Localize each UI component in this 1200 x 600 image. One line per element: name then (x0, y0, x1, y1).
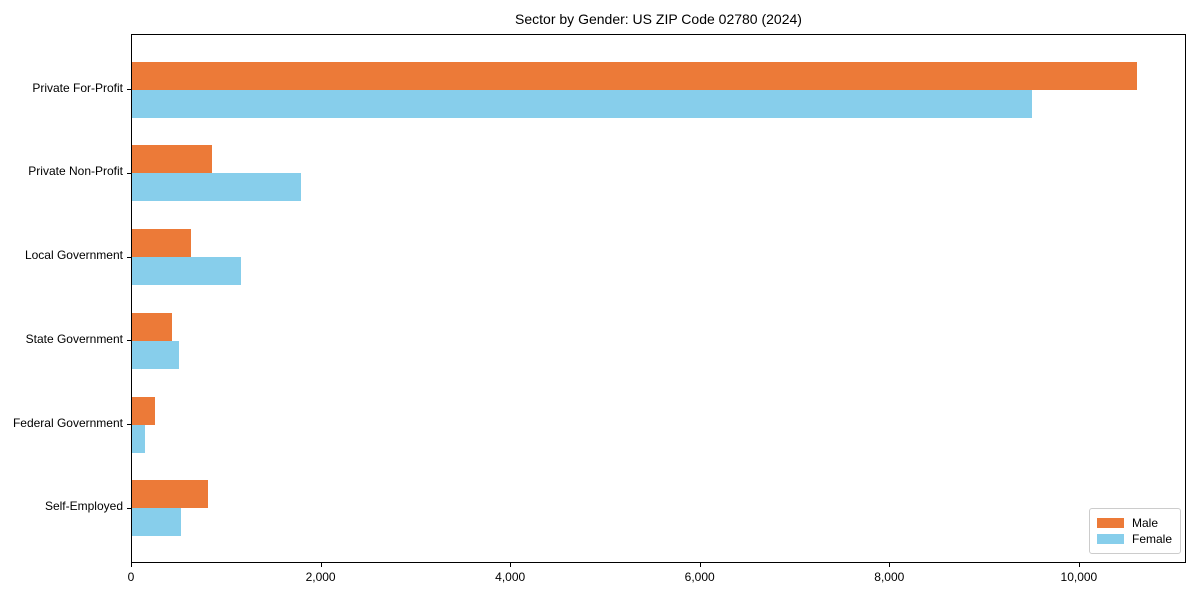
legend-label: Female (1132, 532, 1173, 546)
x-tick-label: 6,000 (684, 570, 715, 584)
x-tick-mark (510, 563, 512, 567)
y-tick-label: Private For-Profit (32, 80, 123, 95)
y-tick-label: Private Non-Profit (28, 164, 123, 179)
legend-label: Male (1132, 516, 1159, 530)
x-tick-mark (320, 563, 322, 567)
legend-entry-male: Male (1097, 515, 1173, 531)
chart-title: Sector by Gender: US ZIP Code 02780 (202… (515, 11, 802, 27)
bar-male-local-government (132, 229, 191, 258)
y-tick-mark (127, 507, 132, 509)
y-tick-mark (127, 172, 132, 174)
y-tick-label: Federal Government (12, 415, 123, 430)
x-tick-label: 0 (127, 570, 135, 584)
y-tick-label: State Government (25, 331, 123, 346)
x-tick-mark (699, 563, 701, 567)
legend: Male Female (1089, 508, 1181, 554)
bar-female-self-employed (132, 508, 182, 537)
bar-male-federal-government (132, 396, 155, 425)
bar-male-state-government (132, 312, 173, 341)
bar-male-private-non-profit (132, 145, 213, 174)
y-tick-mark (127, 424, 132, 426)
x-tick-label: 2,000 (305, 570, 336, 584)
y-tick-mark (127, 340, 132, 342)
bar-female-federal-government (132, 424, 146, 453)
x-tick-mark (889, 563, 891, 567)
y-tick-label: Local Government (24, 248, 123, 263)
bar-female-private-for-profit (132, 89, 1032, 118)
bar-female-state-government (132, 340, 179, 369)
legend-swatch-male (1097, 518, 1124, 528)
legend-swatch-female (1097, 534, 1124, 544)
x-tick-label: 10,000 (1060, 570, 1098, 584)
plot-area (127, 34, 1186, 563)
x-tick-label: 8,000 (874, 570, 905, 584)
x-tick-mark (131, 563, 132, 567)
y-tick-mark (127, 256, 132, 258)
x-tick-mark (1078, 563, 1080, 567)
bar-female-local-government (132, 257, 241, 286)
legend-entry-female: Female (1097, 531, 1173, 547)
bar-male-private-for-profit (132, 61, 1137, 90)
bar-female-private-non-profit (132, 173, 301, 202)
bar-male-self-employed (132, 480, 209, 509)
x-tick-label: 4,000 (495, 570, 526, 584)
y-tick-label: Self-Employed (44, 499, 123, 514)
y-tick-mark (127, 89, 132, 91)
